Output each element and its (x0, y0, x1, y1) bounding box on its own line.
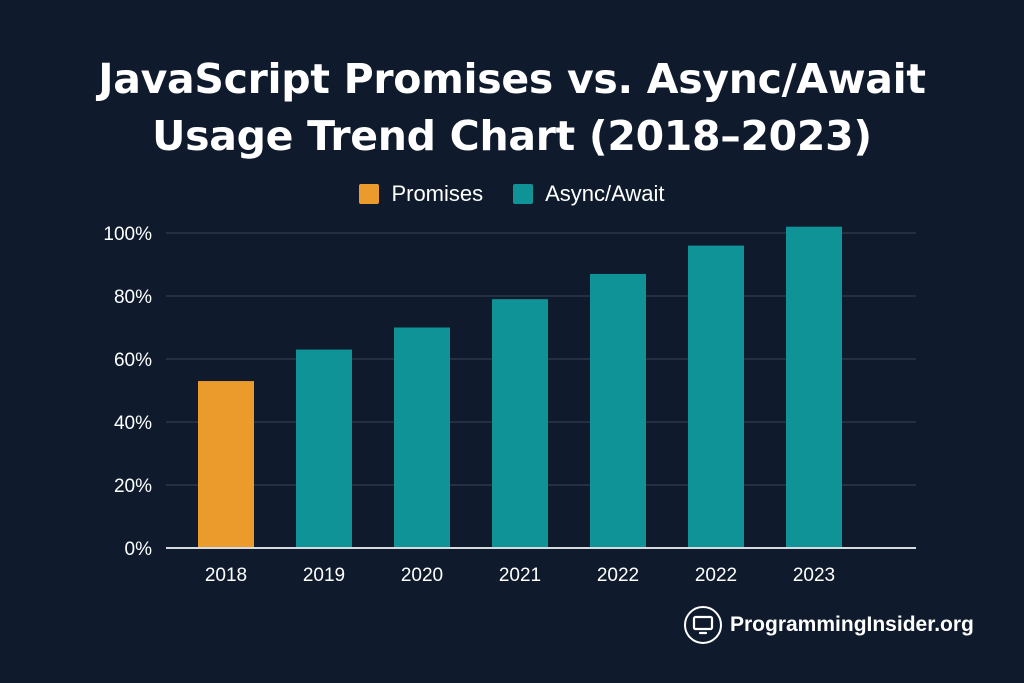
y-tick-label: 60% (114, 350, 152, 371)
bar-async-await (394, 327, 450, 548)
y-tick-label: 40% (114, 413, 152, 434)
monitor-icon (684, 606, 722, 644)
brand-text: ProgrammingInsider.org (730, 613, 974, 636)
x-tick-label: 2023 (793, 565, 835, 586)
bar-async-await (688, 245, 744, 548)
brand-watermark: ProgrammingInsider.org (684, 606, 974, 644)
x-tick-label: 2022 (597, 565, 639, 586)
y-tick-label: 80% (114, 287, 152, 308)
legend-swatch-async-await (513, 184, 534, 204)
legend-label-async-await: Async/Await (545, 181, 665, 206)
legend-item-async-await: Async/Await (513, 181, 665, 207)
y-tick-label: 20% (114, 476, 152, 497)
x-tick-label: 2020 (401, 565, 443, 586)
legend-swatch-promises (359, 184, 380, 204)
y-tick-label: 100% (103, 224, 152, 245)
bar-async-await (492, 299, 548, 548)
x-tick-label: 2022 (695, 565, 737, 586)
chart-title-line-1: JavaScript Promises vs. Async/Await (98, 55, 926, 103)
bar-promises (198, 381, 254, 548)
x-tick-label: 2019 (303, 565, 345, 586)
chart-title-line-2: Usage Trend Chart (2018–2023) (152, 112, 872, 160)
bar-async-await (590, 273, 646, 548)
legend-label-promises: Promises (391, 181, 484, 206)
legend: Promises Async/Await (0, 181, 1024, 207)
bar-async-await (786, 226, 842, 548)
y-tick-label: 0% (125, 539, 153, 560)
bar-async-await (296, 349, 352, 548)
legend-item-promises: Promises (359, 181, 483, 207)
x-tick-label: 2018 (205, 565, 247, 586)
x-tick-label: 2021 (499, 565, 541, 586)
